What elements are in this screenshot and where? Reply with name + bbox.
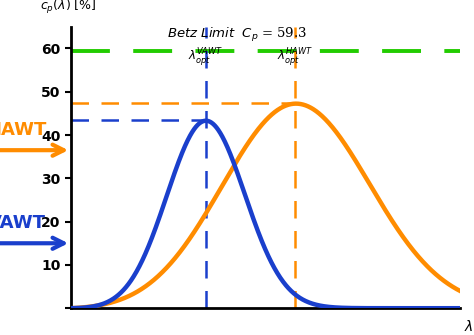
Text: $\lambda_{opt}^{HAWT}$: $\lambda_{opt}^{HAWT}$ [277,46,313,68]
Text: $c_p(\lambda)\ [\%]$: $c_p(\lambda)\ [\%]$ [40,0,97,15]
Text: HAWT: HAWT [0,121,47,139]
Text: $\mathit{Betz\ Limit}$  $\mathit{C_p}$ = 59.3: $\mathit{Betz\ Limit}$ $\mathit{C_p}$ = … [167,26,307,44]
Text: $\lambda$ =: $\lambda$ = [464,320,474,334]
Text: $\lambda_{opt}^{VAWT}$: $\lambda_{opt}^{VAWT}$ [188,46,223,68]
Text: VAWT: VAWT [0,214,46,232]
